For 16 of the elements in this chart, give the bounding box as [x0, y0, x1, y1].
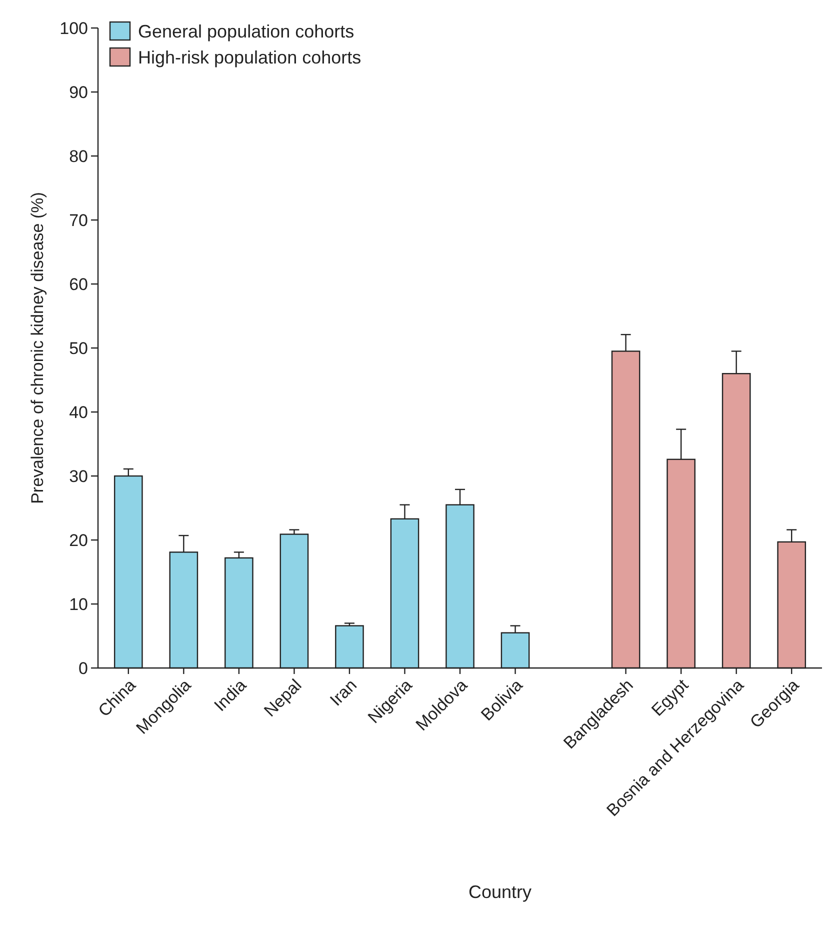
- y-tick-label: 90: [69, 82, 88, 102]
- x-axis-title: Country: [468, 882, 532, 902]
- legend-label: High-risk population cohorts: [138, 47, 362, 68]
- y-tick-label: 80: [69, 146, 88, 166]
- y-tick-label: 100: [60, 18, 88, 38]
- y-tick-label: 50: [69, 338, 88, 358]
- legend-label: General population cohorts: [138, 21, 354, 42]
- y-tick-label: 70: [69, 210, 88, 230]
- x-tick-label: Iran: [326, 676, 360, 710]
- y-tick-label: 0: [78, 658, 88, 678]
- y-tick-label: 10: [69, 594, 88, 614]
- y-tick-label: 60: [69, 274, 88, 294]
- y-tick-label: 20: [69, 530, 88, 550]
- y-axis-title: Prevalence of chronic kidney disease (%): [28, 192, 47, 504]
- y-tick-label: 40: [69, 402, 88, 422]
- y-tick-label: 30: [69, 466, 88, 486]
